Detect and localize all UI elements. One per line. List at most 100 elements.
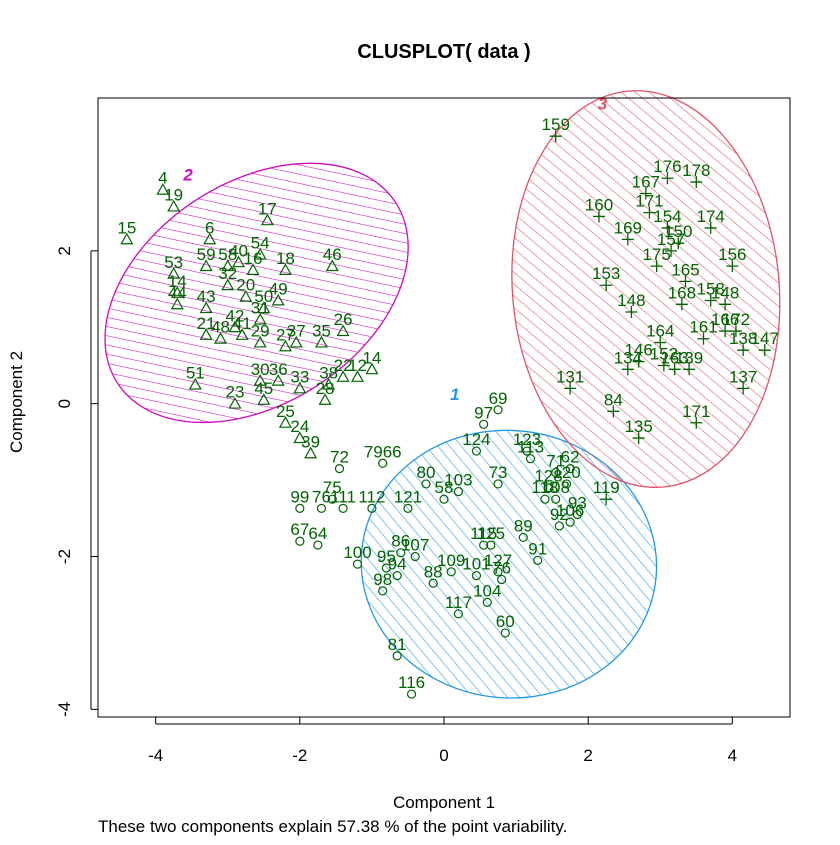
point-marker: [188, 377, 202, 390]
point-marker: [325, 259, 339, 272]
point-label: 116: [398, 673, 425, 692]
point-label: 167: [632, 173, 660, 192]
point-label: 166: [711, 310, 739, 329]
point-marker: [675, 298, 688, 311]
point-marker: [697, 332, 710, 345]
chart-subtitle: These two components explain 57.38 % of …: [98, 817, 567, 836]
y-tick-label: 2: [55, 246, 74, 255]
point-label: 59: [197, 245, 216, 264]
point-marker: [334, 464, 345, 474]
point-marker: [486, 540, 496, 550]
point-marker: [199, 328, 213, 340]
point-label: 30: [251, 360, 270, 379]
point-label: 25: [276, 402, 295, 421]
point-label: 165: [671, 260, 699, 279]
point-label: 139: [675, 348, 703, 367]
point-label: 113: [517, 438, 544, 457]
point-marker: [607, 405, 620, 418]
x-tick-label: -2: [292, 746, 307, 765]
point-marker: [522, 446, 532, 456]
point-marker: [737, 382, 750, 395]
point-label: 67: [290, 520, 309, 539]
point-label: 31: [251, 299, 270, 318]
point-label: 32: [218, 264, 237, 283]
point-label: 95: [377, 547, 396, 566]
point-marker: [683, 363, 696, 376]
point-marker: [540, 494, 550, 504]
point-label: 72: [330, 448, 349, 467]
point-marker: [239, 289, 253, 302]
point-label: 29: [251, 322, 270, 341]
point-label: 71: [546, 451, 565, 470]
point-marker: [525, 454, 536, 464]
point-marker: [396, 548, 406, 558]
point-marker: [313, 540, 323, 550]
point-marker: [253, 312, 267, 325]
point-label: 21: [197, 314, 216, 333]
chart-title: CLUSPLOT( data ): [357, 41, 530, 63]
cluster-label-2: 2: [182, 166, 193, 185]
plot-frame: [97, 97, 791, 718]
point-marker: [228, 320, 242, 333]
point-label: 160: [585, 195, 613, 214]
point-marker: [253, 247, 267, 260]
point-label: 172: [722, 310, 750, 329]
point-marker: [278, 339, 292, 352]
point-marker: [500, 628, 510, 638]
point-marker: [497, 574, 507, 585]
point-marker: [170, 297, 184, 310]
point-marker: [392, 571, 402, 581]
point-marker: [439, 494, 449, 504]
point-marker: [543, 483, 554, 493]
point-label: 62: [561, 448, 580, 467]
point-marker: [304, 446, 318, 459]
point-label: 69: [489, 389, 508, 408]
point-marker: [214, 331, 228, 344]
point-label: 94: [388, 555, 407, 574]
point-label: 112: [358, 487, 385, 506]
point-label: 175: [642, 245, 670, 264]
point-marker: [381, 563, 391, 573]
point-marker: [235, 328, 249, 340]
point-label: 131: [556, 367, 584, 386]
point-marker: [336, 324, 350, 337]
cluster-ellipse-2: [104, 162, 409, 424]
point-label: 100: [343, 543, 371, 562]
point-label: 49: [269, 280, 288, 299]
point-marker: [482, 597, 492, 607]
point-label: 80: [417, 463, 436, 482]
cluster-ellipse-3: [511, 90, 781, 488]
point-marker: [278, 416, 292, 428]
point-label: 153: [592, 264, 620, 283]
point-marker: [314, 335, 328, 348]
point-marker: [293, 431, 307, 444]
point-label: 101: [462, 555, 490, 574]
point-marker: [650, 260, 663, 273]
point-marker: [632, 432, 645, 445]
point-marker: [453, 609, 464, 619]
point-label: 76: [492, 558, 511, 577]
point-marker: [257, 301, 271, 314]
point-marker: [246, 263, 260, 275]
point-label: 20: [236, 276, 255, 295]
point-label: 118: [531, 478, 558, 497]
point-label: 121: [394, 487, 422, 506]
point-marker: [690, 416, 703, 429]
point-label: 7966: [364, 442, 402, 461]
point-label: 128: [534, 467, 562, 486]
point-marker: [289, 335, 303, 348]
point-marker: [621, 363, 634, 376]
point-marker: [654, 336, 667, 349]
point-marker: [661, 172, 674, 185]
point-marker: [704, 221, 717, 234]
point-label: 17: [258, 199, 277, 218]
point-label: 51: [186, 364, 205, 383]
point-label: 36: [269, 360, 288, 379]
point-marker: [271, 293, 285, 306]
point-marker: [199, 301, 213, 314]
point-marker: [221, 259, 235, 272]
point-label: 58: [435, 478, 454, 497]
point-label: 28: [316, 379, 335, 398]
point-marker: [758, 344, 771, 357]
